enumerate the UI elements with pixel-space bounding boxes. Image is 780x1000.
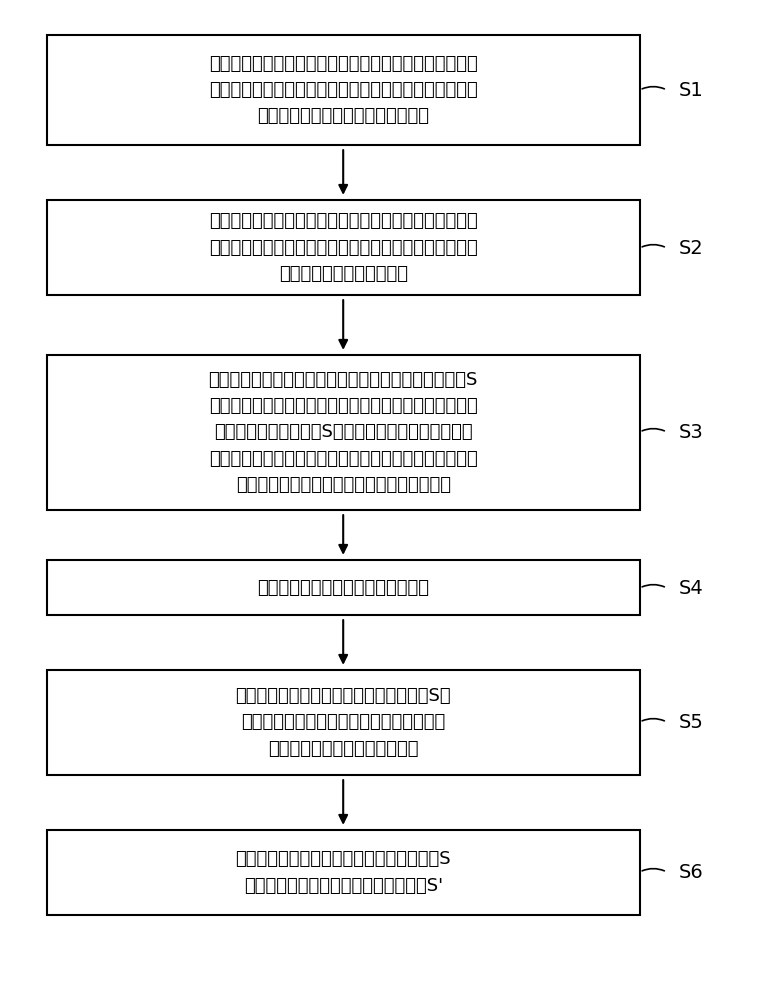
- Text: 通过机理分析初步筛选与系统运行性能相关的第一特征参
数，通过灰色关联度算法在所述第一特征参数中遴选与系
统运行性能指标关联的第二特征参数: 通过机理分析初步筛选与系统运行性能相关的第一特征参 数，通过灰色关联度算法在所述…: [209, 55, 477, 125]
- Text: S1: S1: [679, 81, 704, 100]
- Text: S6: S6: [679, 862, 704, 882]
- Text: 计算所述近邻工况样本的核密度分布: 计算所述近邻工况样本的核密度分布: [257, 578, 429, 596]
- FancyBboxPatch shape: [47, 560, 640, 615]
- FancyBboxPatch shape: [47, 830, 640, 915]
- Text: 计算所述稳态工况样本与已知边界条件的动态工况样本S
的闵可夫斯基距离，若所述稳态工况样本中的第一稳态工
况与所述动态工况样本S的闵可夫斯基距离小于距离阈
值，则: 计算所述稳态工况样本与已知边界条件的动态工况样本S 的闵可夫斯基距离，若所述稳态…: [208, 371, 478, 494]
- FancyBboxPatch shape: [47, 670, 640, 775]
- Text: 计算所述第二特征参数的统计量得到描述工况稳定性的稳
态因子，将稳态因子与稳态阈值相比较，小于所述稳态阈
值的即认为是稳态工况样本: 计算所述第二特征参数的统计量得到描述工况稳定性的稳 态因子，将稳态因子与稳态阈值…: [209, 212, 477, 283]
- FancyBboxPatch shape: [47, 355, 640, 510]
- Text: 根据所述核密度分布对所述动态工况样本S的
能耗评价指标和相关参数的修正系数进行最
小二乘估计，得到最终修正系数: 根据所述核密度分布对所述动态工况样本S的 能耗评价指标和相关参数的修正系数进行最…: [236, 687, 451, 758]
- Text: S4: S4: [679, 578, 704, 597]
- Text: 根据所述最终修正系数对所述动态工况样本S
进行修正，得到修正后准稳态工况样本S': 根据所述最终修正系数对所述动态工况样本S 进行修正，得到修正后准稳态工况样本S': [236, 850, 451, 895]
- Text: S2: S2: [679, 238, 704, 257]
- Text: S3: S3: [679, 422, 704, 442]
- FancyBboxPatch shape: [47, 35, 640, 145]
- FancyBboxPatch shape: [47, 200, 640, 295]
- Text: S5: S5: [679, 712, 704, 732]
